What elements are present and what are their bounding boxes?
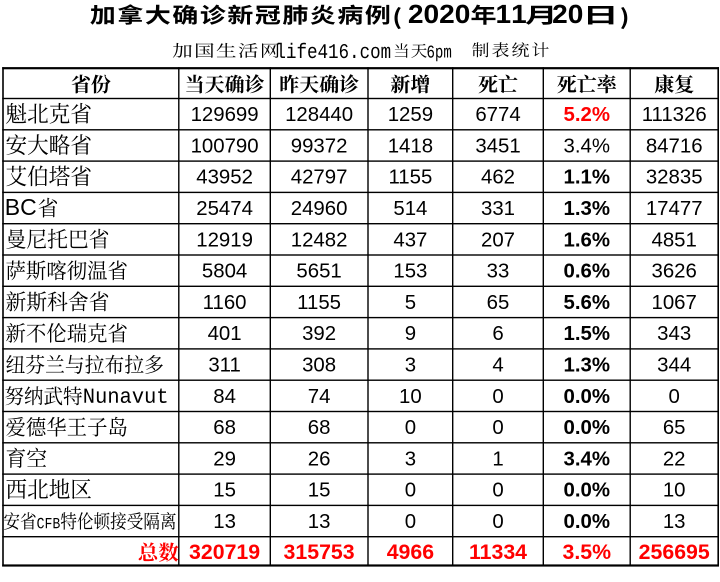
svg-text:256695: 256695 (639, 540, 710, 564)
svg-text:22: 22 (663, 448, 686, 470)
svg-text:65: 65 (663, 417, 686, 439)
svg-text:5651: 5651 (296, 261, 341, 283)
svg-text:42797: 42797 (291, 167, 348, 189)
svg-text:3.4%: 3.4% (564, 135, 610, 157)
svg-text:1: 1 (492, 448, 503, 470)
svg-text:1.3%: 1.3% (564, 198, 610, 220)
svg-text:12919: 12919 (196, 229, 253, 251)
svg-text:29: 29 (213, 448, 236, 470)
svg-text:4: 4 (492, 355, 503, 377)
svg-text:26: 26 (308, 448, 331, 470)
svg-text:6: 6 (492, 323, 503, 345)
svg-text:308: 308 (302, 355, 336, 377)
svg-text:344: 344 (657, 355, 691, 377)
svg-text:0.0%: 0.0% (564, 511, 610, 533)
svg-text:100790: 100790 (191, 135, 259, 157)
svg-text:5.6%: 5.6% (564, 292, 610, 314)
svg-text:1259: 1259 (388, 104, 433, 126)
svg-text:10: 10 (399, 386, 422, 408)
svg-text:99372: 99372 (291, 135, 348, 157)
svg-text:3.4%: 3.4% (564, 448, 610, 470)
svg-text:0: 0 (405, 480, 416, 502)
svg-text:0: 0 (492, 417, 503, 439)
svg-text:74: 74 (308, 386, 331, 408)
svg-text:3626: 3626 (652, 261, 697, 283)
svg-text:1.5%: 1.5% (564, 323, 610, 345)
svg-text:462: 462 (481, 167, 515, 189)
svg-text:1067: 1067 (652, 292, 697, 314)
svg-text:25474: 25474 (196, 198, 253, 220)
svg-text:84: 84 (213, 386, 236, 408)
svg-text:84716: 84716 (646, 135, 703, 157)
svg-text:1155: 1155 (388, 167, 432, 189)
svg-text:0.0%: 0.0% (564, 417, 610, 439)
svg-text:1160: 1160 (203, 292, 247, 314)
svg-text:514: 514 (393, 198, 427, 220)
svg-text:343: 343 (657, 323, 691, 345)
svg-text:1.1%: 1.1% (564, 167, 610, 189)
svg-text:0: 0 (405, 417, 416, 439)
svg-text:0: 0 (405, 511, 416, 533)
svg-text:17477: 17477 (646, 198, 703, 220)
svg-text:207: 207 (481, 229, 515, 251)
svg-text:5: 5 (405, 292, 416, 314)
svg-text:315753: 315753 (284, 540, 355, 564)
svg-text:13: 13 (308, 511, 331, 533)
svg-text:320719: 320719 (189, 540, 260, 564)
svg-text:15: 15 (308, 480, 331, 502)
svg-text:24960: 24960 (291, 198, 348, 220)
svg-text:129699: 129699 (191, 104, 259, 126)
svg-text:5804: 5804 (202, 261, 247, 283)
svg-text:13: 13 (663, 511, 686, 533)
svg-text:311: 311 (208, 355, 241, 377)
svg-text:1.3%: 1.3% (564, 355, 610, 377)
svg-text:68: 68 (213, 417, 236, 439)
svg-text:111326: 111326 (642, 104, 707, 126)
svg-text:5.2%: 5.2% (564, 104, 610, 126)
svg-text:1418: 1418 (388, 135, 433, 157)
svg-text:128440: 128440 (285, 104, 353, 126)
svg-text:0.6%: 0.6% (564, 261, 610, 283)
svg-text:3451: 3451 (475, 135, 520, 157)
svg-text:32835: 32835 (646, 167, 703, 189)
svg-text:13: 13 (213, 511, 236, 533)
svg-text:3: 3 (405, 355, 416, 377)
svg-text:33: 33 (487, 261, 510, 283)
svg-text:6774: 6774 (475, 104, 520, 126)
svg-text:12482: 12482 (291, 229, 348, 251)
svg-text:4851: 4851 (652, 229, 697, 251)
svg-text:10: 10 (663, 480, 686, 502)
svg-text:392: 392 (302, 323, 336, 345)
svg-text:0: 0 (669, 386, 680, 408)
svg-text:1155: 1155 (297, 292, 341, 314)
svg-text:15: 15 (213, 480, 236, 502)
svg-text:9: 9 (405, 323, 416, 345)
svg-text:0.0%: 0.0% (564, 386, 610, 408)
svg-text:65: 65 (487, 292, 510, 314)
svg-text:437: 437 (393, 229, 427, 251)
svg-text:331: 331 (481, 198, 515, 220)
svg-text:3.5%: 3.5% (563, 540, 612, 564)
svg-text:0.0%: 0.0% (564, 480, 610, 502)
svg-text:0: 0 (492, 511, 503, 533)
svg-text:0: 0 (492, 480, 503, 502)
svg-text:BC: BC (5, 194, 37, 220)
svg-text:153: 153 (393, 261, 427, 283)
svg-text:68: 68 (308, 417, 331, 439)
svg-text:11334: 11334 (469, 540, 527, 564)
svg-text:401: 401 (208, 323, 242, 345)
svg-text:3: 3 (405, 448, 416, 470)
svg-text:1.6%: 1.6% (564, 229, 610, 251)
svg-text:0: 0 (492, 386, 503, 408)
svg-text:4966: 4966 (387, 540, 435, 564)
svg-text:43952: 43952 (196, 167, 253, 189)
